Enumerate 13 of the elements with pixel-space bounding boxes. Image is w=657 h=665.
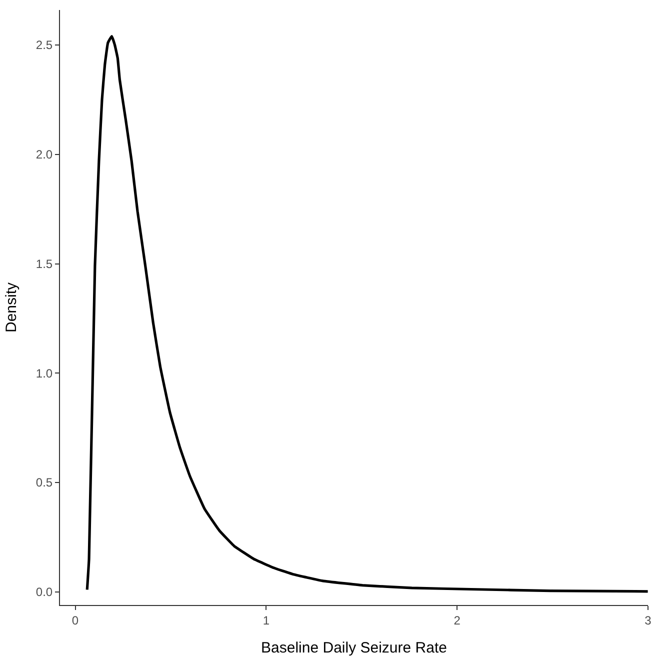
y-axis-title: Density xyxy=(3,282,20,333)
line-series xyxy=(86,34,648,593)
y-tick-label: 0.0 xyxy=(36,585,53,600)
x-tick-label: 2 xyxy=(454,613,461,628)
y-tick-label: 2.0 xyxy=(36,148,53,162)
x-tick-label: 3 xyxy=(644,613,652,628)
x-axis-title: Baseline Daily Seizure Rate xyxy=(261,639,447,656)
y-tick-label: 2.5 xyxy=(36,38,53,52)
x-tick-label: 1 xyxy=(262,613,270,628)
y-tick-label: 0.5 xyxy=(36,476,53,490)
y-tick-label: 1.5 xyxy=(36,256,53,271)
x-tick-label: 0 xyxy=(72,613,79,628)
y-tick-label: 1.0 xyxy=(36,366,53,380)
